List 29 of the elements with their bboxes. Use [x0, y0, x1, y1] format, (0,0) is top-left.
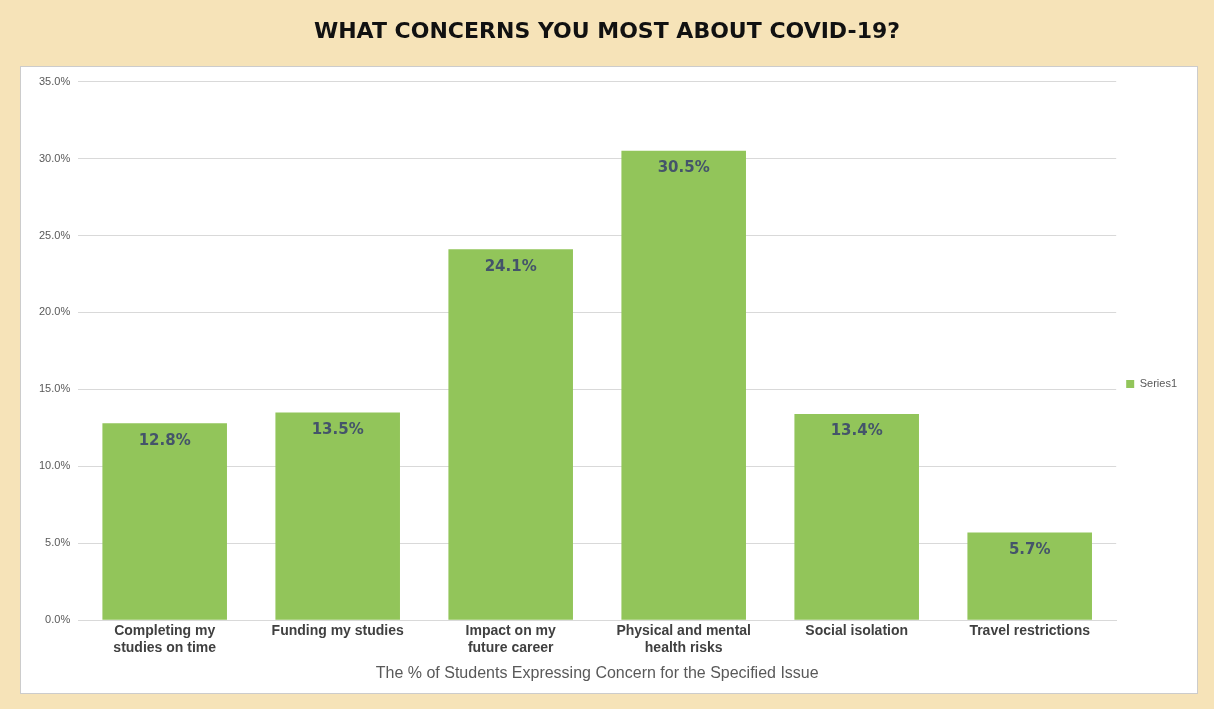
data-label: 24.1%	[484, 256, 537, 275]
data-label: 12.8%	[138, 430, 191, 449]
chart-title: WHAT CONCERNS YOU MOST ABOUT COVID-19?	[312, 18, 902, 43]
bar	[448, 249, 573, 620]
x-tick-label: Physical and mental health risks	[616, 622, 751, 656]
bar	[275, 412, 400, 620]
data-label: 30.5%	[657, 158, 710, 177]
data-label: 13.4%	[830, 421, 883, 440]
data-label: 13.5%	[311, 419, 364, 438]
y-tick-label: 25.0%	[38, 228, 71, 241]
x-tick-label: Impact on my future career	[465, 622, 557, 656]
x-tick-label: Social isolation	[805, 622, 909, 639]
bar	[621, 150, 746, 620]
y-tick-label: 0.0%	[45, 613, 71, 626]
y-tick-label: 20.0%	[38, 305, 71, 318]
legend-label: Series1	[1139, 377, 1177, 390]
x-tick-label: Funding my studies	[271, 622, 405, 639]
y-tick-label: 10.0%	[38, 459, 71, 472]
y-tick-label: 15.0%	[38, 382, 71, 395]
bar	[967, 532, 1092, 620]
data-label: 5.7%	[1008, 539, 1051, 558]
y-tick-label: 35.0%	[38, 74, 71, 87]
y-tick-label: 5.0%	[45, 536, 71, 549]
bar	[794, 413, 919, 620]
x-axis-title: The % of Students Expressing Concern for the Specified Issue	[375, 663, 819, 681]
x-tick-label: Travel restrictions	[969, 622, 1091, 639]
x-tick-label: Completing my studies on time	[113, 622, 217, 656]
bar	[102, 423, 227, 620]
y-tick-label: 30.0%	[38, 151, 71, 164]
